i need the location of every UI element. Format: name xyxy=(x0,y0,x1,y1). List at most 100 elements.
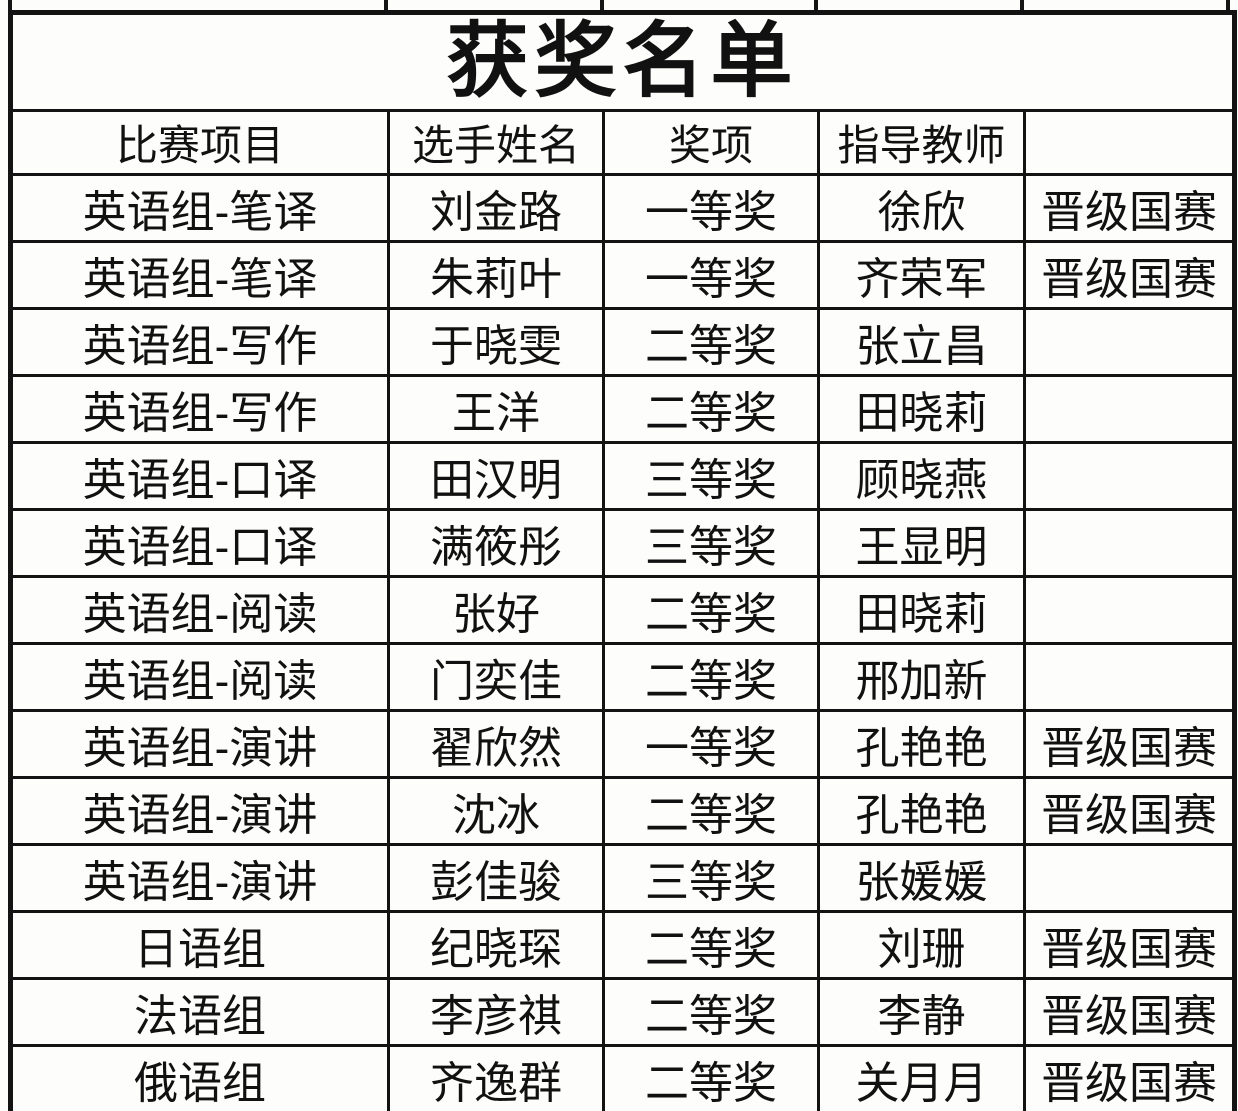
cell-event: 英语组-笔译 xyxy=(9,240,390,310)
cell-award: 二等奖 xyxy=(602,1044,820,1111)
awards-table: 获奖名单 比赛项目 选手姓名 奖项 指导教师 英语组-笔译 刘金路 一等奖 徐欣… xyxy=(8,10,1238,1111)
grid-line-stub xyxy=(600,0,604,11)
cell-note xyxy=(1022,843,1237,913)
table-row: 英语组-演讲 彭佳骏 三等奖 张媛媛 xyxy=(9,843,1237,913)
cell-note xyxy=(1022,575,1237,645)
cell-name: 彭佳骏 xyxy=(387,843,605,913)
cell-name: 齐逸群 xyxy=(387,1044,605,1111)
cell-teacher: 李静 xyxy=(817,977,1026,1047)
cell-event: 英语组-演讲 xyxy=(9,709,390,779)
cell-teacher: 齐荣军 xyxy=(817,240,1026,310)
cell-teacher: 徐欣 xyxy=(817,173,1026,243)
cell-event: 英语组-笔译 xyxy=(9,173,390,243)
cell-award: 二等奖 xyxy=(602,575,820,645)
cell-teacher: 孔艳艳 xyxy=(817,776,1026,846)
cell-teacher: 孔艳艳 xyxy=(817,709,1026,779)
table-row: 英语组-口译 满筱彤 三等奖 王显明 xyxy=(9,508,1237,578)
cell-event: 法语组 xyxy=(9,977,390,1047)
cell-note xyxy=(1022,374,1237,444)
table-row: 英语组-写作 于晓雯 二等奖 张立昌 xyxy=(9,307,1237,377)
cell-teacher: 田晓莉 xyxy=(817,575,1026,645)
cell-teacher: 张立昌 xyxy=(817,307,1026,377)
cell-name: 满筱彤 xyxy=(387,508,605,578)
cell-note: 晋级国赛 xyxy=(1022,910,1237,980)
column-header-award: 奖项 xyxy=(602,109,820,176)
column-header-event: 比赛项目 xyxy=(9,109,390,176)
cell-event: 英语组-演讲 xyxy=(9,843,390,913)
table-row: 英语组-写作 王洋 二等奖 田晓莉 xyxy=(9,374,1237,444)
cell-name: 田汉明 xyxy=(387,441,605,511)
column-header-teacher: 指导教师 xyxy=(817,109,1026,176)
cell-name: 门奕佳 xyxy=(387,642,605,712)
table-row: 英语组-阅读 张好 二等奖 田晓莉 xyxy=(9,575,1237,645)
cell-event: 英语组-口译 xyxy=(9,441,390,511)
cell-note xyxy=(1022,642,1237,712)
cell-award: 二等奖 xyxy=(602,307,820,377)
table-row: 日语组 纪晓琛 二等奖 刘珊 晋级国赛 xyxy=(9,910,1237,980)
cell-award: 二等奖 xyxy=(602,977,820,1047)
cell-note: 晋级国赛 xyxy=(1022,1044,1237,1111)
cell-note: 晋级国赛 xyxy=(1022,977,1237,1047)
cell-award: 三等奖 xyxy=(602,843,820,913)
cell-name: 朱莉叶 xyxy=(387,240,605,310)
cell-name: 张好 xyxy=(387,575,605,645)
cell-event: 英语组-阅读 xyxy=(9,575,390,645)
cell-teacher: 田晓莉 xyxy=(817,374,1026,444)
table-row: 法语组 李彦祺 二等奖 李静 晋级国赛 xyxy=(9,977,1237,1047)
cell-teacher: 王显明 xyxy=(817,508,1026,578)
cell-teacher: 顾晓燕 xyxy=(817,441,1026,511)
grid-line-stub xyxy=(1020,0,1024,11)
cell-award: 二等奖 xyxy=(602,910,820,980)
cell-name: 刘金路 xyxy=(387,173,605,243)
table-body: 英语组-笔译 刘金路 一等奖 徐欣 晋级国赛 英语组-笔译 朱莉叶 一等奖 齐荣… xyxy=(9,173,1237,1111)
grid-line-stub xyxy=(384,0,388,11)
cell-event: 英语组-写作 xyxy=(9,307,390,377)
table-row: 英语组-口译 田汉明 三等奖 顾晓燕 xyxy=(9,441,1237,511)
cell-award: 一等奖 xyxy=(602,173,820,243)
cell-award: 三等奖 xyxy=(602,508,820,578)
cell-teacher: 邢加新 xyxy=(817,642,1026,712)
cell-name: 翟欣然 xyxy=(387,709,605,779)
cell-name: 纪晓琛 xyxy=(387,910,605,980)
cell-event: 英语组-演讲 xyxy=(9,776,390,846)
cell-teacher: 关月月 xyxy=(817,1044,1026,1111)
cell-name: 沈冰 xyxy=(387,776,605,846)
cell-name: 李彦祺 xyxy=(387,977,605,1047)
cell-award: 二等奖 xyxy=(602,776,820,846)
cell-award: 二等奖 xyxy=(602,374,820,444)
table-row: 英语组-笔译 朱莉叶 一等奖 齐荣军 晋级国赛 xyxy=(9,240,1237,310)
column-header-name: 选手姓名 xyxy=(387,109,605,176)
table-row: 英语组-阅读 门奕佳 二等奖 邢加新 xyxy=(9,642,1237,712)
cell-event: 英语组-写作 xyxy=(9,374,390,444)
cell-note xyxy=(1022,508,1237,578)
title-row: 获奖名单 xyxy=(8,11,1237,112)
cell-event: 日语组 xyxy=(9,910,390,980)
table-row: 英语组-笔译 刘金路 一等奖 徐欣 晋级国赛 xyxy=(9,173,1237,243)
cell-note: 晋级国赛 xyxy=(1022,709,1237,779)
cell-note: 晋级国赛 xyxy=(1022,240,1237,310)
cell-name: 王洋 xyxy=(387,374,605,444)
cell-event: 英语组-阅读 xyxy=(9,642,390,712)
header-row: 比赛项目 选手姓名 奖项 指导教师 xyxy=(9,109,1237,176)
grid-line-stub xyxy=(814,0,818,11)
grid-line-stub xyxy=(8,0,12,11)
cell-award: 三等奖 xyxy=(602,441,820,511)
cell-note: 晋级国赛 xyxy=(1022,776,1237,846)
cell-award: 一等奖 xyxy=(602,240,820,310)
cell-name: 于晓雯 xyxy=(387,307,605,377)
column-header-note xyxy=(1022,109,1237,176)
page-title: 获奖名单 xyxy=(8,11,1237,112)
table-row: 俄语组 齐逸群 二等奖 关月月 晋级国赛 xyxy=(9,1044,1237,1111)
cell-award: 一等奖 xyxy=(602,709,820,779)
table-row: 英语组-演讲 翟欣然 一等奖 孔艳艳 晋级国赛 xyxy=(9,709,1237,779)
cell-award: 二等奖 xyxy=(602,642,820,712)
cell-note xyxy=(1022,441,1237,511)
cell-event: 俄语组 xyxy=(9,1044,390,1111)
cell-teacher: 张媛媛 xyxy=(817,843,1026,913)
table-row: 英语组-演讲 沈冰 二等奖 孔艳艳 晋级国赛 xyxy=(9,776,1237,846)
grid-line-stub xyxy=(1226,0,1230,11)
cell-note xyxy=(1022,307,1237,377)
cell-note: 晋级国赛 xyxy=(1022,173,1237,243)
cell-teacher: 刘珊 xyxy=(817,910,1026,980)
